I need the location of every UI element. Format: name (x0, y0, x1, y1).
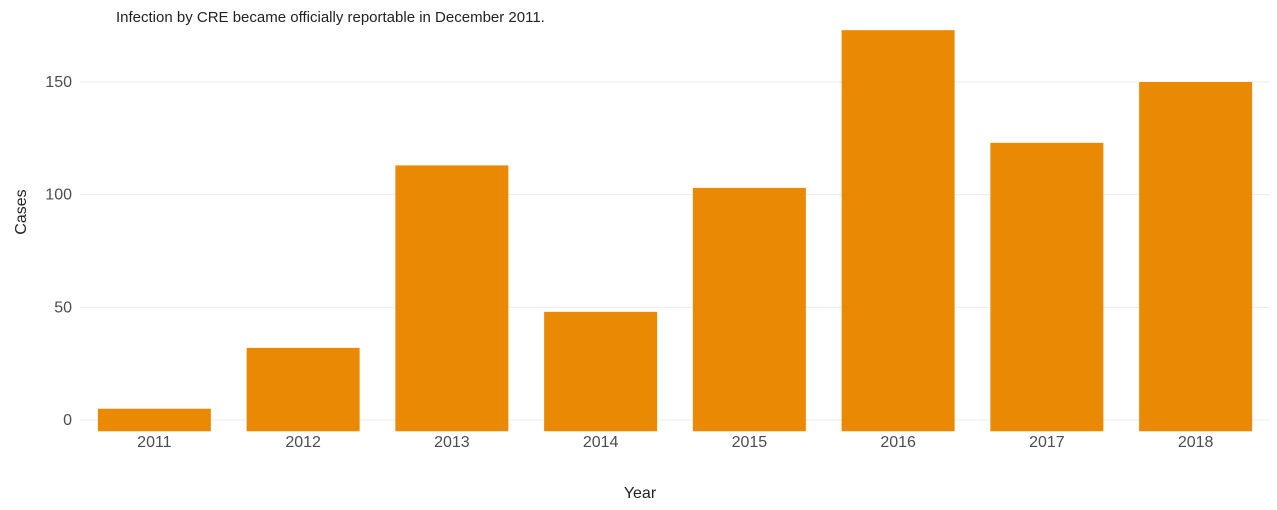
y-tick-label: 50 (54, 299, 72, 316)
bar-2013 (395, 165, 509, 432)
x-axis-title: Year (624, 485, 657, 502)
bar-2018 (1139, 82, 1253, 432)
x-tick-label: 2011 (137, 434, 172, 451)
x-tick-label: 2015 (732, 434, 768, 451)
bars (97, 30, 1253, 432)
bar-2012 (246, 347, 360, 432)
y-axis-title: Cases (13, 189, 30, 234)
x-tick-label: 2012 (285, 434, 321, 451)
x-tick-label: 2018 (1178, 434, 1214, 451)
bar-2017 (990, 142, 1104, 432)
y-tick-label: 100 (45, 187, 72, 204)
bar-2014 (544, 311, 658, 432)
y-tick-labels: 0 50 100 150 (45, 74, 72, 429)
bar-2016 (841, 30, 955, 432)
x-tick-label: 2014 (583, 434, 619, 451)
chart-subtitle: Infection by CRE became officially repor… (116, 9, 545, 26)
x-tick-label: 2013 (434, 434, 470, 451)
x-tick-label: 2016 (880, 434, 916, 451)
y-tick-label: 0 (63, 412, 72, 429)
bar-2015 (692, 187, 806, 432)
x-tick-labels: 2011 2012 2013 2014 2015 2016 2017 2018 (137, 434, 1213, 451)
y-tick-label: 150 (45, 74, 72, 91)
bar-2011 (97, 408, 211, 432)
x-tick-label: 2017 (1029, 434, 1065, 451)
